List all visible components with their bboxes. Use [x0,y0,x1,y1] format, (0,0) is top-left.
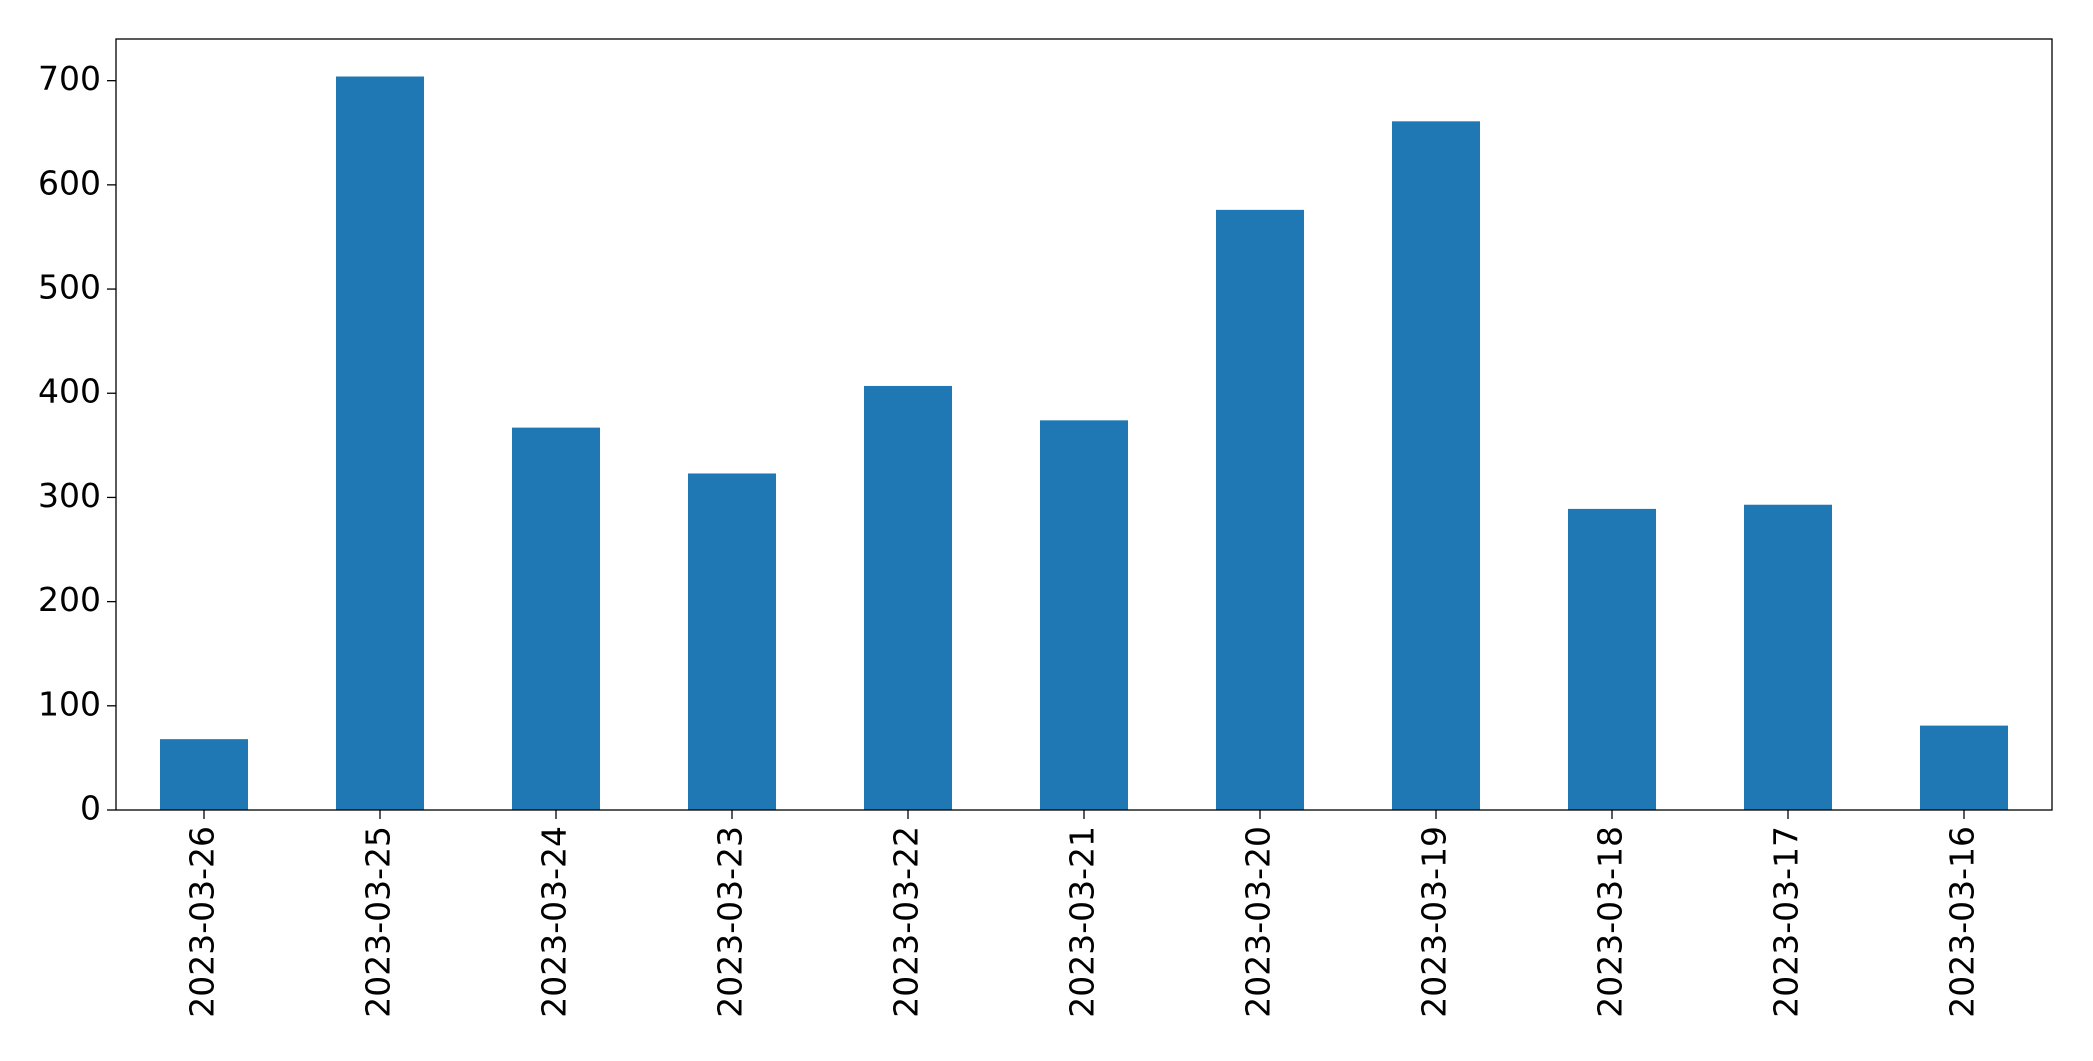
plot-frame [115,38,2053,811]
x-tick-label: 2023-03-24 [535,826,574,1018]
bar [1920,725,2008,810]
bar [160,739,248,810]
x-tick-label: 2023-03-22 [887,826,926,1018]
x-tick-label: 2023-03-17 [1767,826,1806,1018]
x-tick-label: 2023-03-20 [1239,826,1278,1018]
x-tick-label: 2023-03-16 [1943,826,1982,1018]
y-tick-label: 500 [38,268,101,307]
bar [1040,420,1128,810]
x-tick-label: 2023-03-25 [359,826,398,1018]
bar [688,473,776,810]
bar [336,76,424,810]
bar [1216,209,1304,811]
y-tick-label: 200 [38,580,101,619]
x-tick-label: 2023-03-19 [1415,826,1454,1018]
x-tick-label: 2023-03-23 [711,826,750,1018]
x-tick-label: 2023-03-26 [183,826,222,1018]
y-tick-label: 700 [38,59,101,98]
x-tick-label: 2023-03-21 [1063,826,1102,1018]
y-tick-label: 300 [38,476,101,515]
bar [864,385,952,810]
y-tick-label: 100 [38,684,101,723]
y-tick-label: 400 [38,372,101,411]
y-tick-label: 0 [80,789,101,828]
bar [512,427,600,810]
bar [1744,504,1832,810]
x-tick-label: 2023-03-18 [1591,826,1630,1018]
bar [1392,121,1480,811]
y-tick-label: 600 [38,163,101,202]
bar [1568,508,1656,810]
